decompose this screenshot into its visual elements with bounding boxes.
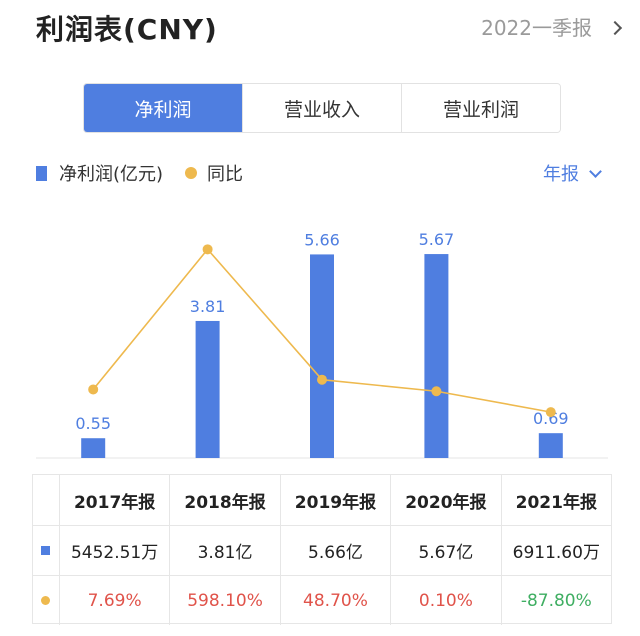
yoy-cell: 7.69%: [58, 576, 169, 625]
net-profit-bar[interactable]: [538, 433, 563, 458]
legend-dot-swatch: [185, 167, 198, 179]
bar-value-label: 5.67: [419, 230, 455, 249]
column-header: 2021年报: [500, 475, 611, 525]
header-marker-cell: [33, 475, 59, 525]
net-profit-cell: 5.66亿: [279, 526, 390, 575]
net-profit-marker-icon: [41, 546, 51, 555]
annual-report-label: 年报: [543, 164, 579, 185]
tab-revenue[interactable]: 营业收入: [242, 84, 401, 132]
net-profit-bar[interactable]: [310, 254, 334, 458]
chevron-down-icon: [589, 164, 602, 178]
column-header: 2018年报: [169, 475, 279, 525]
yoy-point[interactable]: [317, 374, 327, 385]
chevron-right-icon: [607, 20, 623, 35]
legend-bar-swatch: [36, 165, 47, 181]
yoy-cell: -87.80%: [500, 576, 611, 625]
net-profit-cell: 5.67亿: [390, 526, 500, 575]
net-profit-bar[interactable]: [195, 320, 220, 458]
yoy-point[interactable]: [88, 384, 99, 395]
column-header: 2019年报: [279, 475, 390, 525]
yoy-cell: 598.10%: [169, 576, 279, 625]
bar-value-label: 0.69: [533, 409, 569, 428]
bar-value-label: 3.81: [190, 297, 226, 316]
column-header: 2017年报: [58, 475, 169, 525]
net-profit-bar[interactable]: [424, 254, 449, 458]
net-profit-bar[interactable]: [81, 438, 106, 458]
row-marker-cell: [33, 576, 59, 625]
annual-report-dropdown[interactable]: 年报: [543, 160, 602, 186]
yoy-cell: 48.70%: [279, 576, 390, 625]
yoy-point[interactable]: [545, 407, 556, 418]
net-profit-cell: 6911.60万: [500, 526, 611, 575]
yoy-cell: 0.10%: [390, 576, 500, 625]
yoy-point[interactable]: [202, 244, 213, 255]
row-marker-cell: [33, 526, 59, 575]
table-header-row: 2017年报 2018年报 2019年报 2020年报 2021年报: [33, 475, 611, 525]
table-row-yoy: 7.69% 598.10% 48.70% 0.10% -87.80%: [33, 575, 611, 625]
legend-bar-label: 净利润(亿元): [59, 164, 164, 185]
net-profit-cell: 3.81亿: [169, 526, 279, 575]
chart-legend: 净利润(亿元) 同比: [36, 160, 243, 186]
report-period-label: 2022一季报: [481, 16, 592, 40]
yoy-marker-icon: [41, 596, 51, 605]
legend-line-label: 同比: [207, 164, 244, 185]
tab-operating-profit[interactable]: 营业利润: [401, 84, 560, 132]
net-profit-chart: 0.55 3.81 5.66 5.67 0.69: [36, 230, 608, 459]
tab-net-profit[interactable]: 净利润: [84, 84, 242, 132]
column-header: 2020年报: [390, 475, 500, 525]
header: 利润表(CNY) 2022一季报: [0, 0, 640, 56]
bar-value-label: 5.66: [304, 230, 340, 249]
bar-value-label: 0.55: [75, 414, 111, 433]
net-profit-cell: 5452.51万: [58, 526, 169, 575]
metric-tabs: 净利润 营业收入 营业利润: [83, 83, 561, 133]
yoy-point[interactable]: [431, 386, 442, 397]
table-row-net-profit: 5452.51万 3.81亿 5.66亿 5.67亿 6911.60万: [33, 525, 611, 575]
report-period-link[interactable]: 2022一季报: [481, 12, 623, 41]
data-table: 2017年报 2018年报 2019年报 2020年报 2021年报 5452.…: [32, 474, 612, 625]
page-title: 利润表(CNY): [36, 13, 218, 46]
